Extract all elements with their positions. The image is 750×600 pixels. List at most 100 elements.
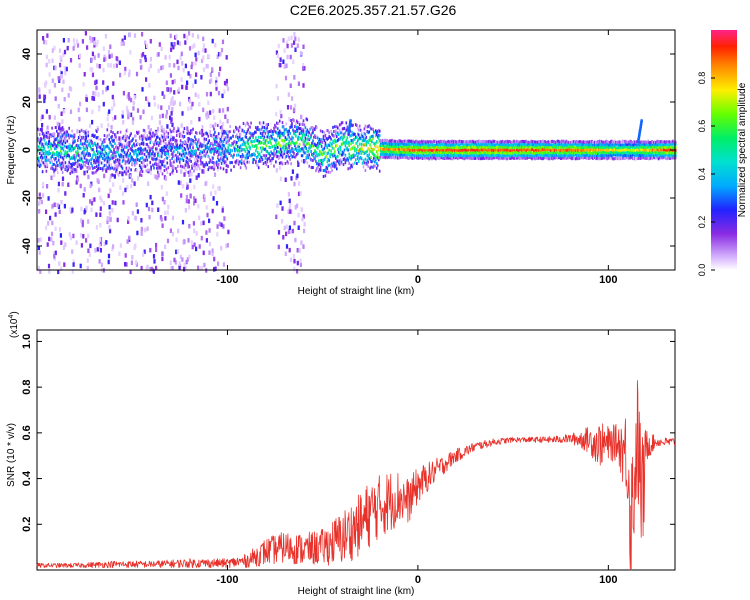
spectrogram-cell bbox=[231, 149, 233, 153]
spectrogram-cell bbox=[293, 142, 295, 145]
spectrogram-cell bbox=[541, 157, 544, 161]
spectrogram-cell bbox=[321, 140, 324, 144]
spectrogram-cell bbox=[87, 143, 90, 147]
spectrogram-cell bbox=[564, 147, 567, 151]
spectrogram-cell bbox=[558, 154, 561, 158]
spectrogram-cell bbox=[219, 126, 222, 130]
spectrogram-cell bbox=[433, 153, 435, 157]
spectrogram-cell bbox=[277, 131, 280, 135]
spectrogram-cell bbox=[71, 249, 74, 254]
spectrogram-cell bbox=[217, 165, 219, 169]
spectrogram-cell bbox=[295, 127, 299, 132]
spectrogram-cell bbox=[186, 156, 189, 160]
spectrogram-cell bbox=[506, 154, 509, 158]
spectrogram-cell bbox=[176, 156, 178, 160]
spectrogram-cell bbox=[50, 156, 52, 160]
spectrogram-cell bbox=[279, 153, 282, 157]
spectrogram-cell bbox=[211, 141, 213, 145]
spectrogram-cell bbox=[407, 156, 409, 160]
spectrogram-cell bbox=[335, 144, 337, 148]
spectrogram-cell bbox=[341, 150, 344, 154]
spectrogram-cell bbox=[94, 141, 96, 145]
spectrogram-cell bbox=[54, 158, 56, 162]
spectrogram-cell bbox=[83, 72, 86, 77]
spectrogram-cell bbox=[208, 161, 210, 165]
spectrogram-cell bbox=[298, 181, 301, 186]
spectrogram-cell bbox=[277, 141, 280, 145]
spectrogram-cell bbox=[438, 140, 441, 144]
spectrogram-cell bbox=[78, 130, 81, 134]
spectrogram-cell bbox=[107, 159, 110, 165]
spectrogram-cell bbox=[576, 148, 578, 152]
spectrogram-cell bbox=[214, 266, 217, 271]
spectrogram-cell bbox=[277, 127, 279, 131]
spectrogram-cell bbox=[575, 140, 577, 144]
spectrogram-cell bbox=[416, 154, 419, 158]
spectrogram-cell bbox=[51, 204, 54, 209]
spectrogram-cell bbox=[125, 155, 128, 159]
spectrogram-cell bbox=[249, 136, 251, 140]
spectrogram-cell bbox=[511, 153, 513, 157]
spectrogram-cell bbox=[45, 54, 48, 60]
spectrogram-cell bbox=[516, 143, 519, 147]
spectrogram-cell bbox=[594, 145, 596, 149]
spectrogram-cell bbox=[240, 137, 243, 141]
spectrogram-cell bbox=[372, 165, 374, 169]
spectrogram-cell bbox=[478, 146, 481, 150]
spectrogram-cell bbox=[616, 146, 619, 150]
spectrogram-cell bbox=[294, 36, 297, 42]
spectrogram-cell bbox=[294, 144, 296, 148]
spectrogram-cell bbox=[203, 262, 206, 268]
spectrogram-cell bbox=[177, 228, 180, 234]
spectrogram-cell bbox=[64, 150, 67, 154]
spectrogram-cell bbox=[450, 143, 452, 147]
spectrogram-cell bbox=[105, 163, 108, 167]
spectrogram-cell bbox=[38, 132, 41, 136]
spectrogram-cell bbox=[479, 151, 482, 155]
spectrogram-cell bbox=[213, 161, 215, 165]
spectrogram-cell bbox=[478, 143, 481, 147]
spectrogram-cell bbox=[51, 78, 54, 83]
spectrogram-cell bbox=[209, 144, 211, 148]
spectrogram-cell bbox=[351, 124, 353, 128]
spectrogram-cell bbox=[589, 151, 591, 154]
spectrogram-cell bbox=[570, 150, 572, 154]
spectrogram-cell bbox=[529, 148, 531, 152]
spectrogram-cell bbox=[436, 150, 438, 154]
spectrogram-cell bbox=[148, 102, 151, 107]
spectrogram-cell bbox=[612, 149, 614, 153]
spectrogram-cell bbox=[509, 149, 511, 153]
spectrogram-cell bbox=[368, 130, 370, 134]
spectrogram-cell bbox=[270, 162, 272, 165]
spectrogram-cell bbox=[555, 156, 557, 159]
spectrogram-cell bbox=[229, 161, 231, 165]
spectrogram-cell bbox=[390, 156, 392, 160]
spectrogram-cell bbox=[469, 151, 471, 155]
spectrogram-cell bbox=[71, 164, 73, 168]
spectrogram-cell bbox=[192, 162, 194, 166]
spectrogram-cell bbox=[301, 137, 304, 140]
spectrogram-cell bbox=[465, 140, 468, 144]
spectrogram-cell bbox=[302, 139, 305, 143]
spectrogram-cell bbox=[91, 171, 93, 175]
spectrogram-cell bbox=[166, 87, 169, 92]
spectrogram-cell bbox=[330, 164, 332, 168]
spectrogram-cell bbox=[180, 153, 183, 157]
spectrogram-cell bbox=[333, 141, 335, 145]
spectrogram-cell bbox=[540, 140, 543, 143]
spectrogram-cell bbox=[396, 147, 399, 151]
spectrogram-cell bbox=[537, 153, 540, 157]
spectrogram-cell bbox=[288, 139, 290, 143]
spectrogram-cell bbox=[546, 145, 548, 149]
spectrogram-cell bbox=[526, 147, 529, 151]
spectrogram-cell bbox=[116, 59, 119, 64]
spectrogram-cell bbox=[302, 148, 305, 152]
spectrogram-cell bbox=[54, 168, 56, 172]
spectrogram-cell bbox=[213, 165, 216, 170]
spectrogram-cell bbox=[616, 153, 618, 157]
spectrogram-cell bbox=[327, 164, 329, 168]
spectrogram-cell bbox=[289, 54, 292, 60]
spectrogram-cell bbox=[188, 158, 190, 162]
spectrogram-cell bbox=[521, 151, 524, 155]
spectrogram-cell bbox=[399, 143, 402, 146]
